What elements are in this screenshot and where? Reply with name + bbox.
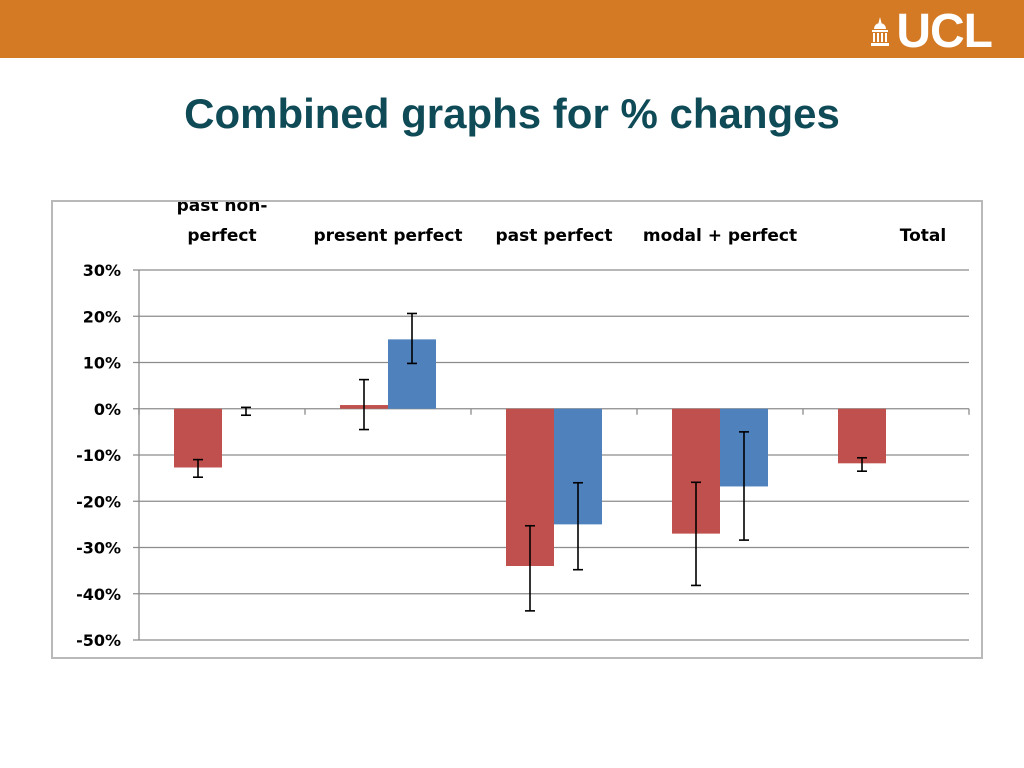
bar-chart: 30% 20% 10% 0% -10% -20% -30% -40% -50% past non-… (76, 202, 970, 650)
bar (838, 408, 886, 464)
category-label: modal + perfect (643, 226, 797, 246)
chart-frame: 30% 20% 10% 0% -10% -20% -30% -40% -50% past non-… (51, 200, 983, 659)
y-tick-label: 10% (83, 354, 121, 373)
logo-text: UCL (896, 5, 993, 58)
y-tick-label: -30% (76, 539, 121, 558)
ucl-portico-icon (871, 17, 890, 46)
y-tick-label: -20% (76, 492, 121, 511)
category-label: past perfect (495, 226, 612, 246)
category-label: Total (900, 226, 946, 246)
category-label: present perfect (313, 226, 462, 246)
slide-title: Combined graphs for % changes (184, 90, 840, 137)
y-tick-label: -40% (76, 585, 121, 604)
y-tick-label: 20% (83, 307, 121, 326)
ucl-logo: UCL (870, 5, 993, 58)
y-tick-label: -50% (76, 631, 121, 650)
y-tick-label: -10% (76, 446, 121, 465)
category-label: past non-perfect (177, 202, 268, 246)
bar (174, 408, 222, 468)
y-tick-label: 30% (83, 261, 121, 280)
header-bar (0, 0, 1024, 58)
y-tick-label: 0% (94, 400, 121, 419)
